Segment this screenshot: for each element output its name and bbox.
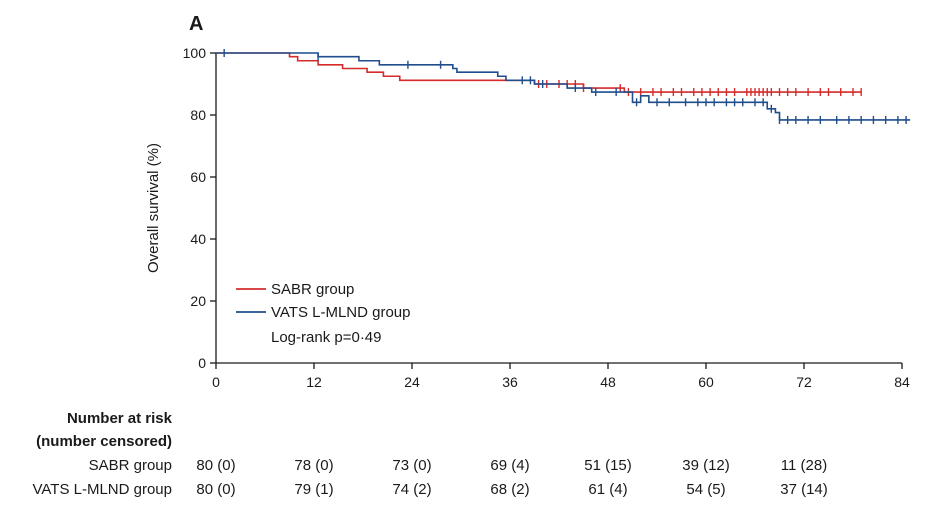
risk-cell-vats: 74 (2) [392, 481, 431, 498]
y-axis-title: Overall survival (%) [145, 143, 162, 273]
risk-cell-vats: 68 (2) [490, 481, 529, 498]
log-rank-annotation: Log-rank p=0·49 [271, 329, 382, 346]
legend-vats-label: VATS L-MLND group [271, 304, 411, 321]
y-tick-label: 40 [190, 231, 206, 247]
risk-row-label-sabr: SABR group [89, 457, 172, 474]
panel-letter: A [189, 13, 203, 35]
y-tick-label: 20 [190, 293, 206, 309]
risk-table: Number at risk (number censored) SABR gr… [33, 410, 828, 498]
risk-table-cells: 80 (0) 78 (0) 73 (0) 69 (4) 51 (15) 39 (12) 11… [196, 457, 827, 498]
curve-vats [216, 52, 911, 121]
x-tick-label: 24 [404, 374, 420, 390]
x-tick-label: 84 [894, 374, 910, 390]
x-tick-label: 48 [600, 374, 616, 390]
x-tick-label: 36 [502, 374, 518, 390]
risk-cell-vats: 61 (4) [588, 481, 627, 498]
y-tick-label: 60 [190, 169, 206, 185]
y-axis-ticks: 0 20 40 60 80 100 [183, 45, 216, 371]
legend: SABR group VATS L-MLND group Log-rank p=… [236, 281, 411, 346]
y-tick-label: 0 [198, 355, 206, 371]
x-tick-label: 12 [306, 374, 322, 390]
risk-cell-vats: 80 (0) [196, 481, 235, 498]
survival-curves [216, 49, 911, 124]
risk-cell-sabr: 51 (15) [584, 457, 632, 474]
y-tick-label: 80 [190, 107, 206, 123]
risk-cell-sabr: 73 (0) [392, 457, 431, 474]
risk-cell-sabr: 69 (4) [490, 457, 529, 474]
risk-cell-sabr: 80 (0) [196, 457, 235, 474]
x-axis-ticks: 0 12 24 36 48 60 72 84 [212, 363, 910, 390]
risk-table-title: Number at risk [67, 410, 173, 427]
risk-cell-sabr: 11 (28) [781, 457, 827, 474]
x-tick-label: 60 [698, 374, 714, 390]
x-tick-label: 72 [796, 374, 812, 390]
risk-row-label-vats: VATS L-MLND group [33, 481, 173, 498]
risk-cell-vats: 37 (14) [780, 481, 828, 498]
risk-cell-sabr: 78 (0) [294, 457, 333, 474]
x-tick-label: 0 [212, 374, 220, 390]
y-tick-label: 100 [183, 45, 207, 61]
risk-cell-vats: 79 (1) [294, 481, 333, 498]
legend-sabr-label: SABR group [271, 281, 354, 298]
risk-table-subtitle: (number censored) [36, 433, 172, 450]
risk-cell-vats: 54 (5) [686, 481, 725, 498]
risk-cell-sabr: 39 (12) [682, 457, 730, 474]
